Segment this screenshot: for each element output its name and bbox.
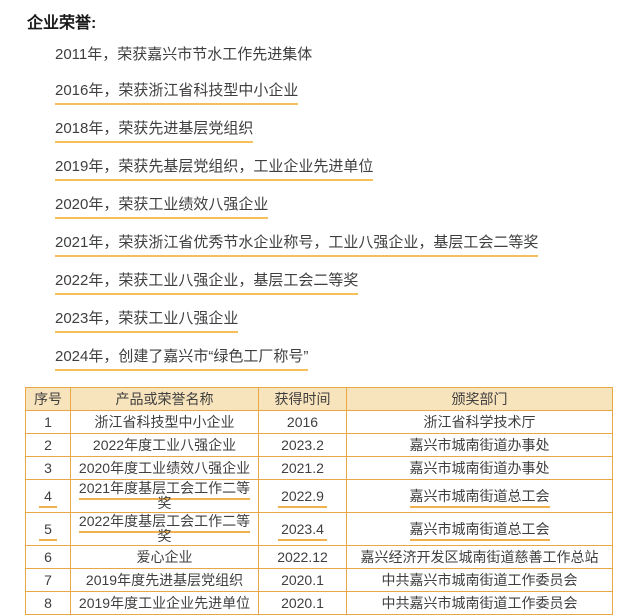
column-header-no: 序号 bbox=[25, 387, 71, 411]
cell-dept: 浙江省科学技术厅 bbox=[346, 410, 613, 434]
cell-text: 2020.1 bbox=[281, 595, 324, 611]
table-row: 2 2022年度工业八强企业 2023.2 嘉兴市城南街道办事处 bbox=[25, 433, 613, 457]
cell-name: 2021年度基层工会工作二等奖 bbox=[70, 479, 259, 513]
cell-text: 嘉兴市城南街道总工会 bbox=[409, 520, 550, 541]
cell-time: 2021.2 bbox=[258, 456, 347, 480]
cell-text: 2022.9 bbox=[278, 487, 327, 508]
cell-text: 2019年度先进基层党组织 bbox=[85, 572, 244, 588]
column-header-time: 获得时间 bbox=[258, 387, 347, 411]
cell-text: 2022年度工业八强企业 bbox=[92, 437, 237, 453]
honor-table: 序号 产品或荣誉名称 获得时间 颁奖部门 1 浙江省科技型中小企业 2016 浙… bbox=[25, 387, 613, 615]
honor-text: 2019年，荣获先基层党组织，工业企业先进单位 bbox=[55, 159, 374, 181]
table-row: 1 浙江省科技型中小企业 2016 浙江省科学技术厅 bbox=[25, 410, 613, 434]
cell-dept: 嘉兴经济开发区城南街道慈善工作总站 bbox=[346, 545, 613, 569]
honor-text: 2020年，荣获工业绩效八强企业 bbox=[55, 197, 269, 219]
cell-no: 6 bbox=[25, 545, 71, 569]
cell-time: 2016 bbox=[258, 410, 347, 434]
cell-text: 3 bbox=[44, 460, 52, 476]
list-item: 2020年，荣获工业绩效八强企业 bbox=[55, 197, 617, 219]
list-item: 2022年，荣获工业八强企业，基层工会二等奖 bbox=[55, 273, 617, 295]
table-row: 4 2021年度基层工会工作二等奖 2022.9 嘉兴市城南街道总工会 bbox=[25, 479, 613, 513]
cell-text: 2021.2 bbox=[281, 460, 324, 476]
list-item: 2024年，创建了嘉兴市“绿色工厂称号” bbox=[55, 349, 617, 371]
cell-text: 2 bbox=[44, 437, 52, 453]
cell-no: 2 bbox=[25, 433, 71, 457]
page-title: 企业荣誉: bbox=[27, 15, 97, 32]
list-item: 2021年，荣获浙江省优秀节水企业称号，工业八强企业，基层工会二等奖 bbox=[55, 235, 617, 257]
cell-text: 2023.2 bbox=[281, 437, 324, 453]
cell-text: 5 bbox=[39, 520, 57, 541]
cell-text: 4 bbox=[39, 487, 57, 508]
cell-name: 2020年度工业绩效八强企业 bbox=[70, 456, 259, 480]
cell-text: 嘉兴市城南街道办事处 bbox=[409, 437, 550, 453]
list-item: 2019年，荣获先基层党组织，工业企业先进单位 bbox=[55, 159, 617, 181]
cell-no: 1 bbox=[25, 410, 71, 434]
cell-time: 2023.2 bbox=[258, 433, 347, 457]
cell-dept: 嘉兴市城南街道办事处 bbox=[346, 433, 613, 457]
cell-dept: 中共嘉兴市城南街道工作委员会 bbox=[346, 568, 613, 592]
honor-list: 2011年，荣获嘉兴市节水工作先进集体 2016年，荣获浙江省科技型中小企业 2… bbox=[55, 47, 617, 371]
cell-time: 2020.1 bbox=[258, 568, 347, 592]
honor-text: 2018年，荣获先进基层党组织 bbox=[55, 121, 254, 143]
cell-text: 2019年度工业企业先进单位 bbox=[78, 595, 251, 611]
column-header-dept: 颁奖部门 bbox=[346, 387, 613, 411]
cell-no: 8 bbox=[25, 591, 71, 615]
list-item: 2018年，荣获先进基层党组织 bbox=[55, 121, 617, 143]
table-row: 3 2020年度工业绩效八强企业 2021.2 嘉兴市城南街道办事处 bbox=[25, 456, 613, 480]
cell-name: 2019年度先进基层党组织 bbox=[70, 568, 259, 592]
cell-time: 2022.9 bbox=[258, 479, 347, 513]
cell-time: 2023.4 bbox=[258, 512, 347, 546]
cell-name: 爱心企业 bbox=[70, 545, 259, 569]
cell-text: 嘉兴市城南街道办事处 bbox=[409, 460, 550, 476]
cell-text: 爱心企业 bbox=[136, 549, 193, 565]
cell-text: 7 bbox=[44, 572, 52, 588]
honor-text: 2011年，荣获嘉兴市节水工作先进集体 bbox=[55, 46, 313, 63]
honor-text: 2024年，创建了嘉兴市“绿色工厂称号” bbox=[55, 349, 309, 371]
table-row: 8 2019年度工业企业先进单位 2020.1 中共嘉兴市城南街道工作委员会 bbox=[25, 591, 613, 615]
cell-text: 浙江省科学技术厅 bbox=[423, 414, 536, 430]
cell-text: 2020年度工业绩效八强企业 bbox=[78, 460, 251, 476]
cell-dept: 嘉兴市城南街道总工会 bbox=[346, 512, 613, 546]
table-row: 6 爱心企业 2022.12 嘉兴经济开发区城南街道慈善工作总站 bbox=[25, 545, 613, 569]
cell-text: 2022年度基层工会工作二等奖 bbox=[78, 513, 251, 545]
column-header-name: 产品或荣誉名称 bbox=[70, 387, 259, 411]
cell-text: 中共嘉兴市城南街道工作委员会 bbox=[381, 595, 578, 611]
honor-text: 2021年，荣获浙江省优秀节水企业称号，工业八强企业，基层工会二等奖 bbox=[55, 235, 539, 257]
cell-time: 2022.12 bbox=[258, 545, 347, 569]
cell-name: 2022年度工业八强企业 bbox=[70, 433, 259, 457]
cell-no: 5 bbox=[25, 512, 71, 546]
cell-name: 2019年度工业企业先进单位 bbox=[70, 591, 259, 615]
cell-no: 4 bbox=[25, 479, 71, 513]
list-item: 2023年，荣获工业八强企业 bbox=[55, 311, 617, 333]
cell-text: 2016 bbox=[286, 414, 319, 430]
table-header-row: 序号 产品或荣誉名称 获得时间 颁奖部门 bbox=[25, 387, 613, 411]
cell-text: 浙江省科技型中小企业 bbox=[94, 414, 235, 430]
cell-dept: 中共嘉兴市城南街道工作委员会 bbox=[346, 591, 613, 615]
cell-text: 2020.1 bbox=[281, 572, 324, 588]
cell-text: 6 bbox=[44, 549, 52, 565]
cell-text: 嘉兴经济开发区城南街道慈善工作总站 bbox=[360, 549, 599, 565]
cell-name: 2022年度基层工会工作二等奖 bbox=[70, 512, 259, 546]
honor-text: 2016年，荣获浙江省科技型中小企业 bbox=[55, 83, 299, 105]
cell-no: 7 bbox=[25, 568, 71, 592]
cell-name: 浙江省科技型中小企业 bbox=[70, 410, 259, 434]
cell-text: 嘉兴市城南街道总工会 bbox=[409, 487, 550, 508]
cell-no: 3 bbox=[25, 456, 71, 480]
table-row: 5 2022年度基层工会工作二等奖 2023.4 嘉兴市城南街道总工会 bbox=[25, 512, 613, 546]
cell-time: 2020.1 bbox=[258, 591, 347, 615]
honor-text: 2022年，荣获工业八强企业，基层工会二等奖 bbox=[55, 273, 359, 295]
cell-text: 中共嘉兴市城南街道工作委员会 bbox=[381, 572, 578, 588]
cell-dept: 嘉兴市城南街道总工会 bbox=[346, 479, 613, 513]
table-row: 7 2019年度先进基层党组织 2020.1 中共嘉兴市城南街道工作委员会 bbox=[25, 568, 613, 592]
cell-text: 2023.4 bbox=[278, 520, 327, 541]
honor-text: 2023年，荣获工业八强企业 bbox=[55, 311, 239, 333]
cell-text: 1 bbox=[44, 414, 52, 430]
cell-text: 8 bbox=[44, 595, 52, 611]
list-item: 2011年，荣获嘉兴市节水工作先进集体 bbox=[55, 47, 617, 67]
cell-text: 2021年度基层工会工作二等奖 bbox=[78, 480, 251, 512]
cell-dept: 嘉兴市城南街道办事处 bbox=[346, 456, 613, 480]
list-item: 2016年，荣获浙江省科技型中小企业 bbox=[55, 83, 617, 105]
cell-text: 2022.12 bbox=[277, 549, 328, 565]
